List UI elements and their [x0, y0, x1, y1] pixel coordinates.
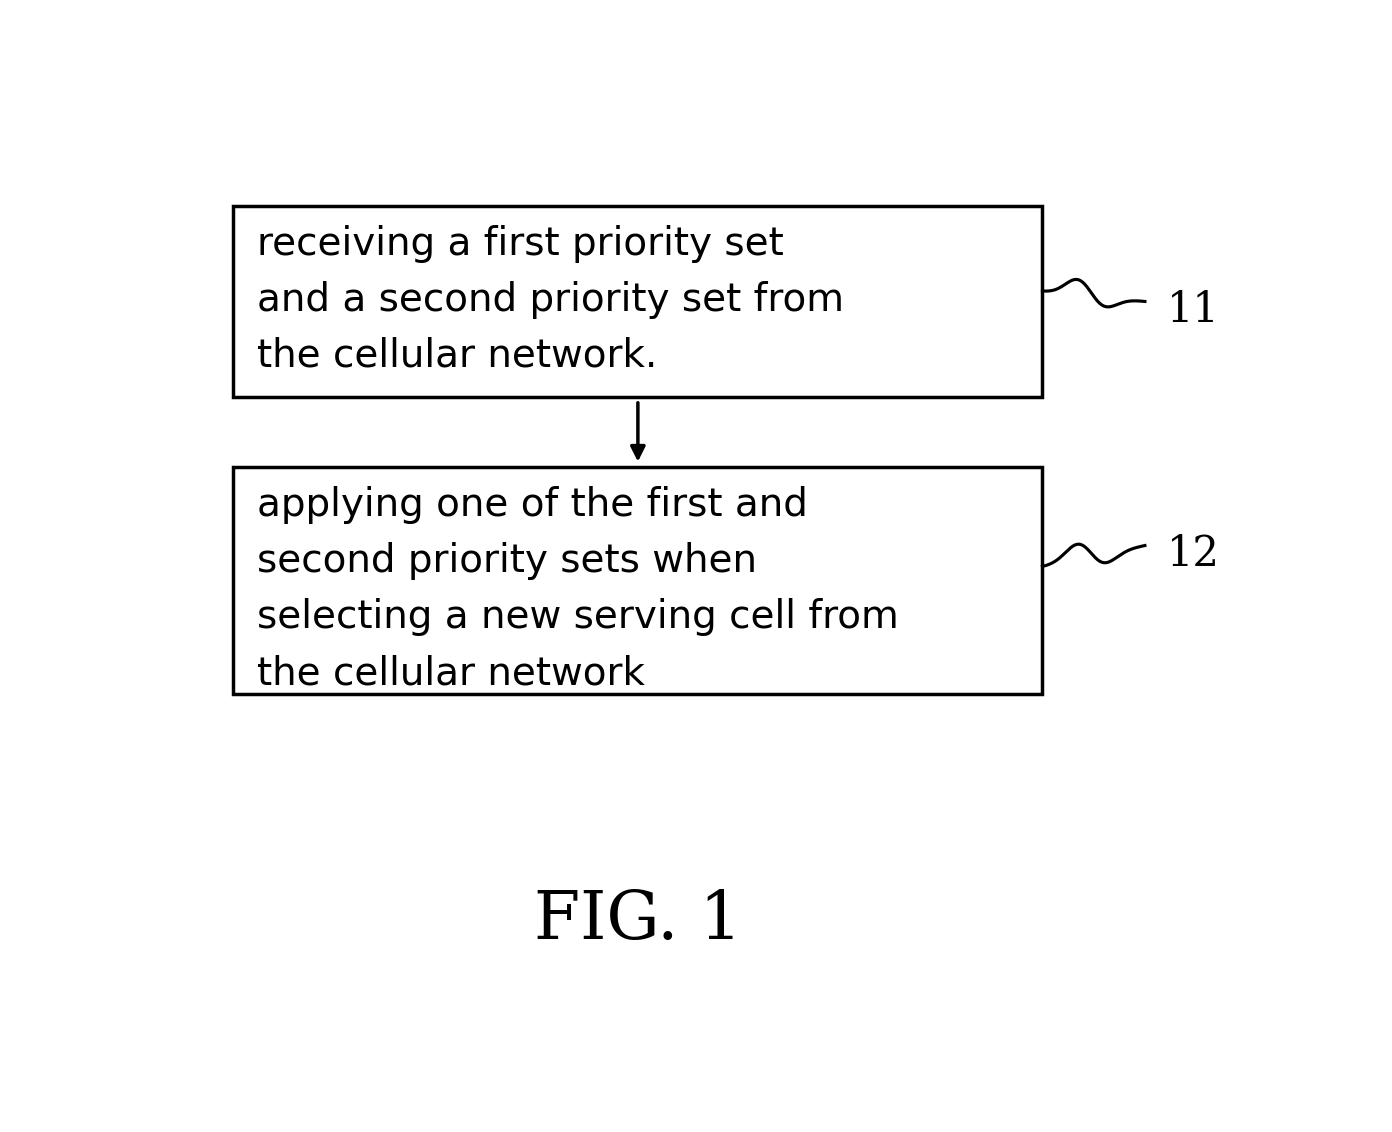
- Bar: [234, 468, 1043, 694]
- Bar: [234, 206, 1043, 397]
- Text: applying one of the first and
second priority sets when
selecting a new serving : applying one of the first and second pri…: [258, 487, 899, 693]
- Text: 12: 12: [1166, 533, 1219, 575]
- Text: receiving a first priority set
and a second priority set from
the cellular netwo: receiving a first priority set and a sec…: [258, 225, 844, 375]
- Text: 11: 11: [1166, 289, 1219, 332]
- Text: FIG. 1: FIG. 1: [535, 887, 742, 953]
